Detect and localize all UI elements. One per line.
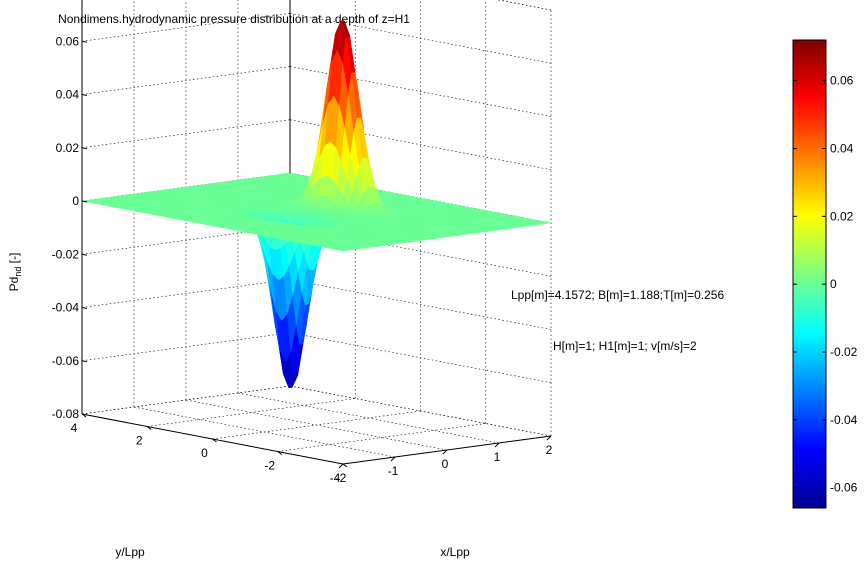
colorbar: -0.06 -0.04 -0.02 0 0.02 0.04 0.06 [792, 39, 858, 509]
z-tick-mark [81, 200, 88, 203]
y-tick-label: 2 [136, 434, 143, 448]
grid-line [81, 385, 291, 415]
x-tick-mark [442, 449, 448, 455]
pressure-surface [81, 19, 552, 389]
colorbar-tick-label: 0.06 [830, 74, 854, 88]
colorbar-tick-label: 0 [830, 277, 837, 291]
z-tick-mark [81, 307, 88, 309]
z-tick-label: -0.02 [52, 247, 80, 261]
z-tick-mark [81, 94, 88, 96]
x-axis-label: x/Lpp [440, 545, 470, 559]
y-tick-label: -2 [264, 459, 275, 473]
z-tick-mark [81, 147, 88, 150]
y-tick-label: -4 [330, 471, 341, 485]
annotation-conditions: H[m]=1; H1[m]=1; v[m/s]=2 [553, 339, 697, 353]
z-tick-label: 0.02 [56, 141, 80, 155]
colorbar-gradient [792, 39, 827, 509]
z-axis-label: Pdnd [-] [7, 253, 23, 292]
z-tick-label: -0.04 [52, 301, 80, 315]
grid-line [81, 66, 291, 95]
x-tick-mark [546, 435, 552, 441]
y-tick-label: 0 [201, 446, 208, 460]
surface-patch [337, 249, 347, 252]
y-tick-mark [277, 451, 283, 455]
y-tick-label: 4 [71, 421, 78, 435]
x-tick-label: 2 [546, 443, 553, 457]
x-tick-label: -1 [388, 464, 399, 478]
x-tick-label: -2 [336, 471, 347, 485]
x-tick-mark [338, 463, 344, 469]
x-tick-mark [390, 456, 396, 462]
grid-line [81, 332, 291, 362]
z-tick-mark [81, 360, 88, 363]
box-edge [497, 0, 552, 11]
z-tick-mark [81, 253, 88, 256]
z-tick-label: 0 [72, 194, 79, 208]
grid-line [147, 398, 356, 427]
grid-line [81, 279, 291, 308]
grid-line [81, 225, 291, 255]
grid-line [289, 279, 552, 330]
z-tick-label: 0.04 [56, 88, 80, 102]
grid-line [81, 12, 291, 42]
y-tick-mark [342, 463, 348, 468]
x-tick-mark [494, 442, 500, 448]
y-tick-mark [146, 426, 152, 430]
x-tick-label: 0 [442, 457, 449, 471]
y-tick-mark [212, 438, 217, 443]
y-axis-label: y/Lpp [115, 545, 145, 559]
grid-line [277, 423, 486, 452]
chart-title: Nondimens.hydrodynamic pressure distribu… [58, 12, 410, 26]
colorbar-tick-label: -0.02 [830, 345, 858, 359]
grid-line [289, 12, 552, 64]
z-tick-label: -0.06 [52, 354, 80, 368]
colorbar-tick-label: -0.04 [830, 413, 858, 427]
z-tick-mark [81, 413, 88, 416]
z-tick-label: -0.08 [52, 407, 80, 421]
x-tick-label: 1 [494, 450, 501, 464]
grid-line [289, 385, 552, 437]
grid-line [212, 410, 421, 440]
grid-line [289, 332, 552, 384]
colorbar-tick-label: -0.06 [830, 481, 858, 495]
axis-ticks: -2 -1 0 1 2-4-2024-0.08-0.06-0.04-0.0200.020… [52, 34, 553, 485]
grid-line [81, 119, 291, 149]
z-tick-label: 0.06 [56, 34, 80, 48]
colorbar-tick-label: 0.04 [830, 142, 854, 156]
annotation-dimensions: Lpp[m]=4.1572; B[m]=1.188;T[m]=0.256 [511, 288, 724, 302]
z-tick-mark [81, 40, 88, 43]
colorbar-ticks: -0.06 -0.04 -0.02 0 0.02 0.04 0.06 [793, 74, 858, 495]
colorbar-tick-label: 0.02 [830, 209, 854, 223]
